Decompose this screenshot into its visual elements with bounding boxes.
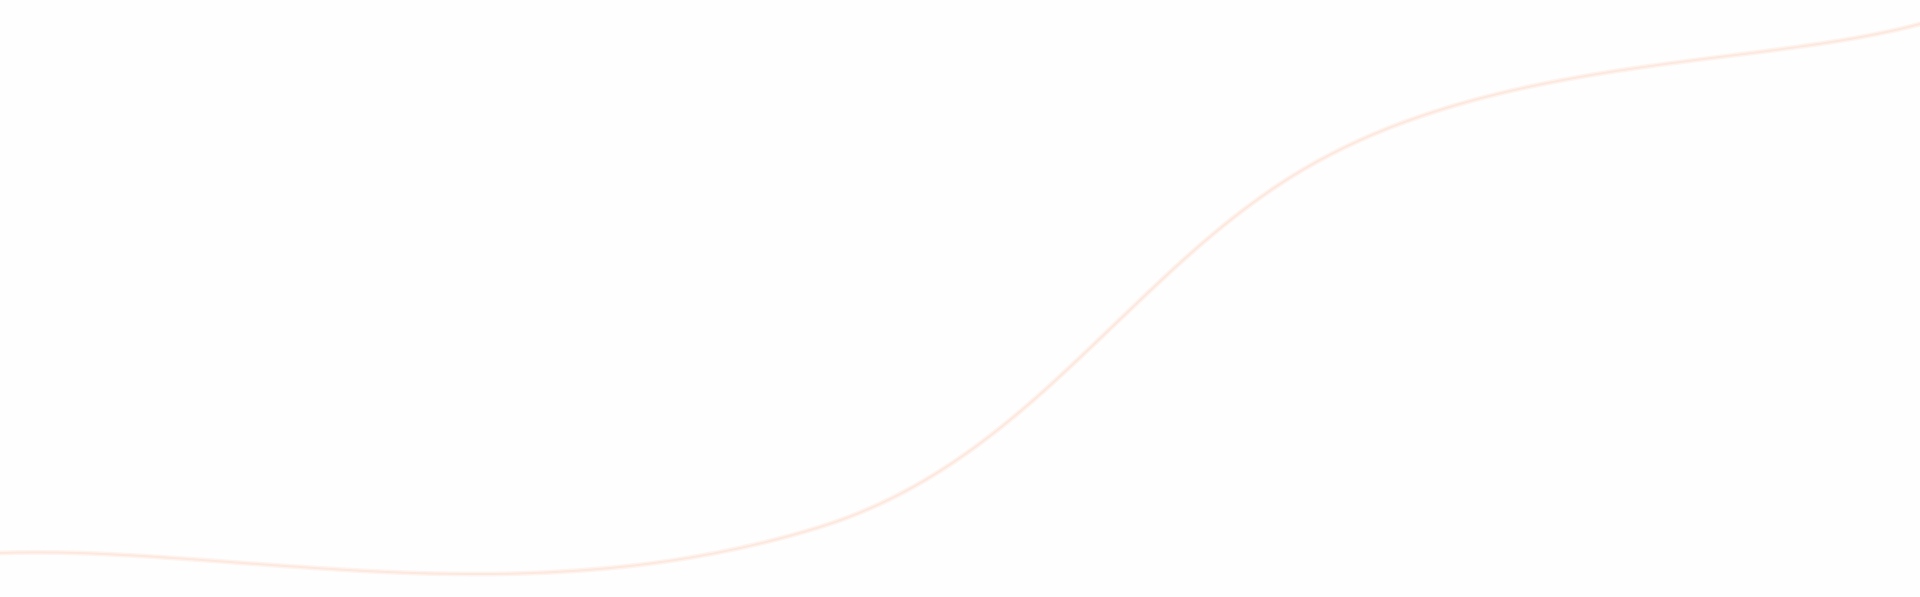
wave-line <box>0 23 1920 576</box>
wave-glow <box>0 21 1920 577</box>
